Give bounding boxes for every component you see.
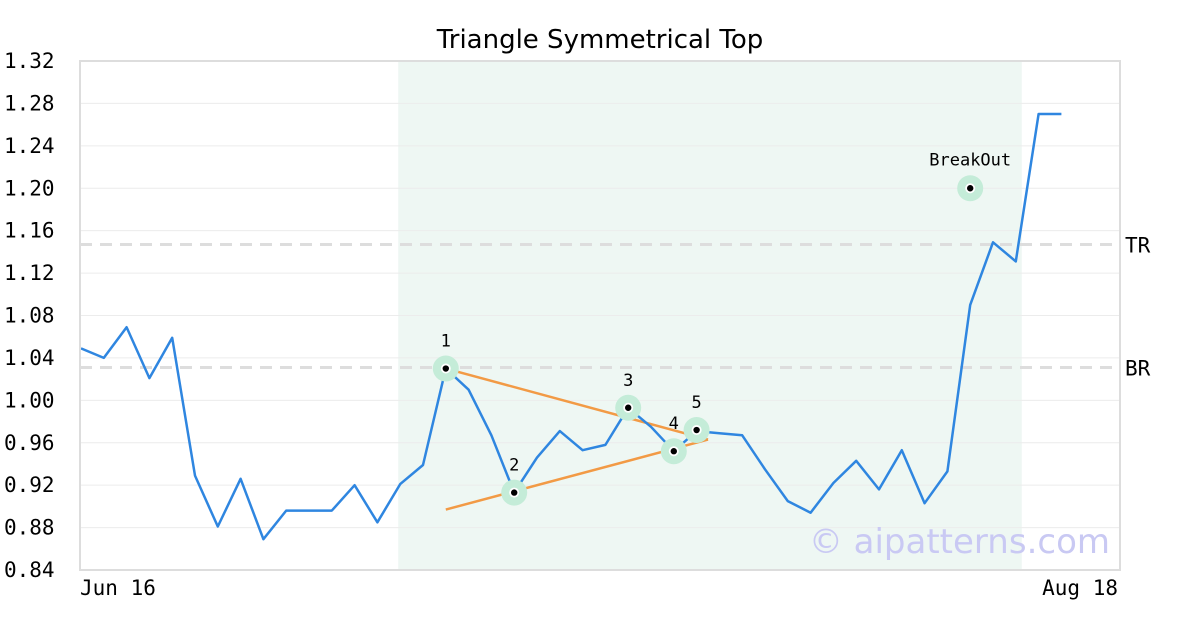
grid-lines	[80, 60, 1120, 571]
pattern-point-marker	[511, 489, 518, 496]
price-line	[80, 112, 1062, 541]
y-tick-label: 1.32	[4, 49, 55, 73]
y-tick-label: 1.12	[4, 261, 55, 285]
x-tick-end: Aug 18	[1042, 576, 1118, 600]
pattern-point-label: 2	[509, 456, 519, 476]
y-tick-label: 1.08	[4, 304, 55, 328]
chart-title: Triangle Symmetrical Top	[436, 25, 764, 55]
pattern-point-marker	[442, 365, 449, 372]
price-series	[80, 112, 1062, 541]
watermark: © aipatterns.com	[809, 522, 1110, 562]
pattern-point-marker	[967, 185, 974, 192]
reference-line-label: TR	[1125, 233, 1151, 257]
y-tick-label: 1.20	[4, 176, 55, 200]
y-tick-label: 1.24	[4, 134, 55, 158]
pattern-point-marker	[693, 426, 700, 434]
plot-frame	[79, 60, 1121, 571]
pattern-point-label: 4	[669, 414, 679, 434]
pattern-point-marker	[670, 448, 677, 455]
y-tick-label: 1.28	[4, 91, 55, 115]
y-tick-label: 0.88	[4, 516, 55, 540]
y-tick-label: 1.04	[4, 346, 55, 370]
pattern-point-label: 5	[691, 393, 701, 413]
pattern-point-label: BreakOut	[929, 150, 1011, 170]
x-tick-start: Jun 16	[80, 576, 156, 600]
reference-line-label: BR	[1125, 356, 1151, 380]
y-axis-ticks: 0.84 0.88 0.92 0.96 1.00 1.04 1.08 1.12 1.16 1.20…	[4, 49, 55, 582]
pattern-point-label: 3	[623, 371, 633, 391]
y-tick-label: 0.96	[4, 431, 55, 455]
y-tick-label: 1.16	[4, 219, 55, 243]
pattern-point-marker	[625, 404, 632, 411]
reference-lines: TR BR	[80, 233, 1151, 380]
pattern-points: 1 2 3 45 BreakOut	[432, 150, 1011, 506]
trend-line	[445, 367, 709, 441]
y-tick-label: 0.84	[4, 558, 55, 582]
pattern-point-label: 1	[441, 332, 451, 352]
y-tick-label: 1.00	[4, 388, 55, 412]
y-tick-label: 0.92	[4, 473, 55, 497]
